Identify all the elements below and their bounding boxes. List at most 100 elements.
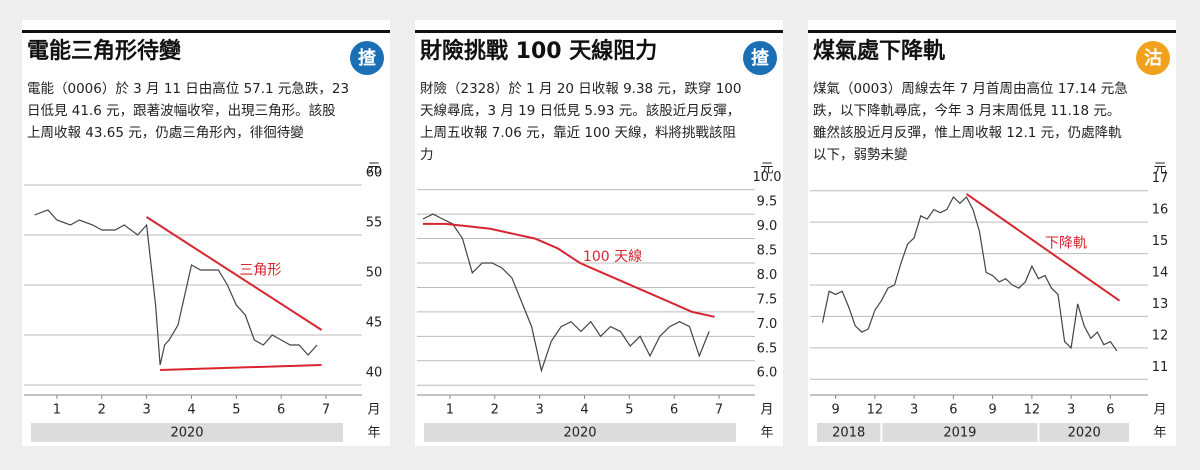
badge-circle [1136, 41, 1170, 75]
price-line [422, 213, 710, 373]
year-band [1039, 423, 1129, 442]
description: 上周收報 43.65 元，仍處三角形內，徘徊待變 [27, 125, 304, 141]
title: 財險挑戰 100 天線阻力 [420, 38, 657, 64]
y-tick-label: 9.5 [757, 195, 778, 210]
x-tick-label: 1 [53, 403, 61, 418]
badge-circle [743, 41, 777, 75]
x-tick-label: 4 [187, 403, 195, 418]
y-tick-label: 7.5 [757, 292, 778, 307]
y-tick-label: 17 [1152, 171, 1169, 186]
year-unit: 年 [367, 426, 380, 441]
x-tick-label: 6 [1106, 403, 1114, 418]
series-label: 100 天線 [583, 249, 642, 265]
panel-bg [808, 20, 1176, 446]
badge: 揸 [358, 47, 377, 69]
description: 財險（2328）於 1 月 20 日收報 9.38 元，跌穿 100 [420, 81, 742, 97]
trend-line [146, 216, 323, 331]
description: 上周五收報 7.06 元，靠近 100 天線，料將挑戰該阻 [420, 125, 736, 141]
x-tick-label: 6 [949, 403, 957, 418]
badge: 揸 [751, 47, 770, 69]
price-line [821, 196, 1118, 352]
y-tick-label: 8.5 [757, 244, 778, 259]
x-tick-label: 5 [625, 403, 633, 418]
year-band [817, 423, 881, 442]
x-tick-label: 3 [1067, 403, 1075, 418]
y-tick-label: 7.0 [757, 317, 778, 332]
y-unit: 元 [760, 162, 773, 177]
title-rule [22, 30, 390, 33]
title-rule [415, 30, 783, 33]
description: 雖然該股近月反彈，惟上周收報 12.1 元，仍處降軌 [813, 124, 1122, 141]
x-tick-label: 6 [670, 403, 678, 418]
description: 煤氣（0003）周線去年 7 月首周由高位 17.14 元急 [813, 80, 1128, 97]
y-unit: 元 [1153, 162, 1166, 177]
badge: 沽 [1144, 47, 1162, 69]
x-tick-label: 5 [232, 403, 240, 418]
x-tick-label: 7 [715, 403, 723, 418]
year-band [882, 423, 1038, 442]
x-unit: 月 [367, 403, 380, 418]
x-tick-label: 4 [580, 403, 588, 418]
x-tick-label: 3 [910, 403, 918, 418]
x-tick-label: 7 [322, 403, 330, 418]
description: 跌，以下降軌尋底，今年 3 月末周低見 11.18 元。 [813, 103, 1120, 119]
title: 煤氣處下降軌 [813, 38, 945, 64]
price-line [34, 209, 318, 366]
y-tick-label: 60 [366, 166, 383, 181]
x-tick-label: 1 [446, 403, 454, 418]
description: 電能（0006）於 3 月 11 日由高位 57.1 元急跌，23 [27, 80, 349, 97]
series-label: 下降軌 [1045, 235, 1087, 251]
y-tick-label: 55 [366, 216, 383, 231]
description: 以下，弱勢未變 [813, 147, 908, 163]
y-tick-label: 15 [1152, 234, 1169, 249]
y-tick-label: 45 [366, 316, 383, 331]
description: 日低見 41.6 元，跟著波幅收窄，出現三角形。該股 [27, 102, 336, 119]
panel: 煤氣處下降軌 沽煤氣（0003）周線去年 7 月首周由高位 17.14 元急跌，以… [808, 20, 1176, 446]
series-label: 三角形 [239, 262, 281, 278]
x-tick-label: 12 [867, 403, 884, 418]
panel-bg [415, 20, 783, 446]
y-tick-label: 10.0 [753, 170, 782, 185]
title-rule [808, 30, 1176, 33]
y-tick-label: 16 [1152, 203, 1169, 218]
year-band [424, 423, 736, 442]
y-tick-label: 14 [1152, 266, 1169, 281]
y-tick-label: 6.0 [757, 366, 778, 381]
panel-bg [22, 20, 390, 446]
y-tick-label: 12 [1152, 328, 1169, 343]
year-label: 2018 [832, 426, 865, 441]
x-tick-label: 12 [1024, 403, 1041, 418]
panel: 財險挑戰 100 天線阻力 揸財險（2328）於 1 月 20 日收報 9.38 … [415, 20, 783, 446]
description: 天線尋底，3 月 19 日低見 5.93 元。該股近月反彈， [420, 103, 740, 119]
year-label: 2020 [563, 426, 596, 441]
year-unit: 年 [1153, 426, 1166, 441]
trend-line [423, 222, 715, 318]
x-tick-label: 6 [277, 403, 285, 418]
badge-circle [350, 41, 384, 75]
x-tick-label: 3 [142, 403, 150, 418]
x-tick-label: 2 [491, 403, 499, 418]
x-tick-label: 3 [535, 403, 543, 418]
panel: 電能三角形待變 揸電能（0006）於 3 月 11 日由高位 57.1 元急跌，2… [22, 20, 390, 446]
trend-line [965, 193, 1121, 302]
year-label: 2019 [943, 426, 976, 441]
x-tick-label: 2 [98, 403, 106, 418]
y-tick-label: 11 [1152, 360, 1169, 375]
y-unit: 元 [367, 162, 380, 177]
year-label: 2020 [170, 426, 203, 441]
y-tick-label: 50 [366, 266, 383, 281]
y-tick-label: 9.0 [757, 219, 778, 234]
y-tick-label: 13 [1152, 297, 1169, 312]
year-label: 2020 [1068, 426, 1101, 441]
year-unit: 年 [760, 426, 773, 441]
y-tick-label: 40 [366, 366, 383, 381]
price-line [160, 364, 322, 371]
y-tick-label: 6.5 [757, 341, 778, 356]
x-tick-label: 9 [831, 403, 839, 418]
title: 電能三角形待變 [27, 38, 182, 64]
y-tick-label: 8.0 [757, 268, 778, 283]
x-tick-label: 9 [988, 403, 996, 418]
x-unit: 月 [760, 403, 773, 418]
